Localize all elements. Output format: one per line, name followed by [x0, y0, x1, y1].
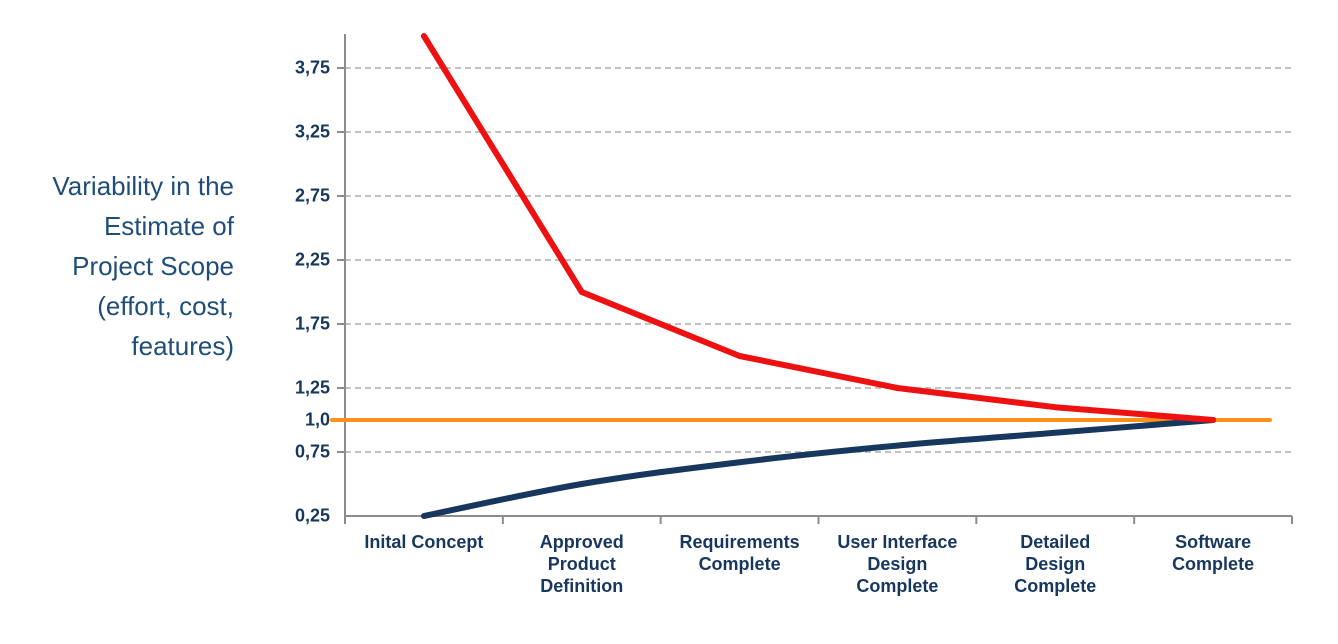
y-axis-tick-label: 0,25 [294, 505, 330, 526]
y-axis-tick-label: 1,0 [304, 409, 330, 430]
y-axis-tick-label: 2,75 [294, 185, 330, 206]
y-axis-title: Variability in the Estimate of Project S… [52, 171, 234, 361]
y-axis-tick-label: 2,25 [294, 249, 330, 270]
y-axis-tick-label: 3,25 [294, 121, 330, 142]
x-axis-category-label: User Interface Design Complete [837, 532, 958, 596]
y-axis-tick-label: 1,75 [294, 313, 330, 334]
x-axis-category-label: Requirements Complete [679, 532, 800, 574]
y-axis-tick-label: 3,75 [294, 57, 330, 78]
x-axis-category-label: Software Complete [1172, 532, 1255, 574]
y-axis-tick-label: 1,25 [294, 377, 330, 398]
lower-bound-estimate-line [420, 417, 1217, 519]
x-axis-category-label: Detailed Design Complete [1014, 532, 1097, 596]
upper-bound-estimate-line [420, 33, 1217, 423]
x-axis-category-label: Inital Concept [364, 532, 484, 552]
y-axis-tick-label: 0,75 [294, 441, 330, 462]
x-axis-category-label: Approved Product Definition [539, 532, 624, 596]
